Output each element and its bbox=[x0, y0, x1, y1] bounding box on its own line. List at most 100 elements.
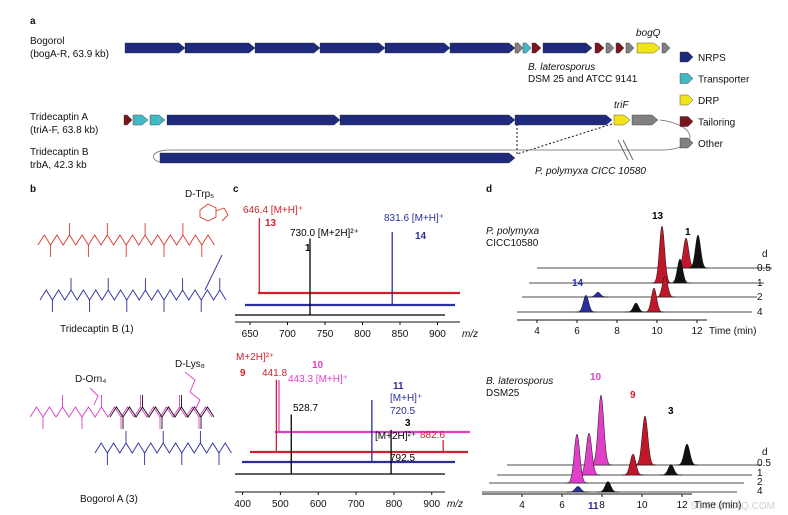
peak-annotation: 882.6 bbox=[420, 430, 445, 441]
organism: P. polymyxa CICC 10580 bbox=[535, 166, 646, 177]
x-axis-label: Time (min) bbox=[694, 500, 741, 511]
structure-bond bbox=[184, 371, 201, 411]
watermark: SCIENCEAQ.COM bbox=[690, 501, 775, 512]
chromatogram-peak bbox=[675, 443, 699, 466]
gene-arrow bbox=[661, 42, 671, 54]
chromatogram-peak bbox=[651, 225, 673, 284]
peak-annotation: [M+H]⁺ bbox=[390, 393, 422, 404]
peak-annotation: 14 bbox=[415, 231, 427, 242]
gene-arrow bbox=[132, 114, 149, 126]
x-tick-label: 8 bbox=[599, 500, 605, 511]
trace-label: 0.5 bbox=[757, 263, 771, 274]
chromatogram-peak bbox=[596, 481, 620, 493]
structure-ring bbox=[199, 203, 229, 222]
gene-arrow bbox=[522, 42, 532, 54]
organism-strain: DSM25 bbox=[486, 388, 520, 399]
cluster-name: Bogorol bbox=[30, 36, 64, 47]
gene-arrow bbox=[631, 114, 659, 126]
cluster-name: Tridecaptin A bbox=[30, 112, 88, 123]
x-tick-label: 800 bbox=[386, 499, 403, 510]
gene-label: triF bbox=[614, 100, 629, 111]
x-tick-label: 12 bbox=[676, 500, 688, 511]
legend-label: Transporter bbox=[698, 75, 750, 86]
chromatogram-peak bbox=[565, 433, 589, 484]
peak-annotation: 441.8 bbox=[262, 368, 287, 379]
x-tick-label: 700 bbox=[279, 329, 296, 340]
peak-annotation: 11 bbox=[393, 381, 404, 392]
compound-name: Bogorol A (3) bbox=[80, 494, 138, 505]
gene-arrow bbox=[149, 114, 166, 126]
legend-label: NRPS bbox=[698, 53, 726, 64]
trace-label: 2 bbox=[757, 292, 763, 303]
break-mark bbox=[622, 139, 634, 161]
gene-arrow bbox=[449, 42, 516, 54]
x-tick-label: 10 bbox=[651, 326, 663, 337]
x-tick-label: 800 bbox=[354, 329, 371, 340]
x-tick-label: 900 bbox=[423, 499, 440, 510]
peak-annotation: 11 bbox=[588, 501, 599, 512]
gene-arrow bbox=[531, 42, 542, 54]
cluster-detail: (bogA-R, 63.9 kb) bbox=[30, 49, 109, 60]
x-tick-label: 700 bbox=[348, 499, 365, 510]
peak-annotation: 730.0 [M+2H]²⁺ bbox=[290, 228, 359, 239]
peak-annotation: 9 bbox=[240, 368, 246, 379]
peak-annotation: 646.4 [M+H]⁺ bbox=[243, 205, 303, 216]
organism-strain: DSM 25 and ATCC 9141 bbox=[528, 74, 638, 85]
peak-annotation: 792.5 bbox=[390, 453, 415, 464]
gene-arrow bbox=[124, 42, 186, 54]
peak-annotation: 9 bbox=[630, 390, 636, 401]
peak-annotation: 14 bbox=[572, 278, 584, 289]
legend-swatch bbox=[679, 73, 694, 84]
x-axis-label: Time (min) bbox=[709, 326, 756, 337]
gene-arrow bbox=[514, 114, 613, 126]
organism: B. laterosporus bbox=[528, 62, 595, 73]
gene-arrow bbox=[514, 42, 524, 54]
gene-arrow bbox=[605, 42, 615, 54]
gene-arrow bbox=[384, 42, 451, 54]
structure-bond bbox=[204, 254, 223, 291]
gene-arrow bbox=[159, 152, 516, 164]
residue-label: D-Trp₅ bbox=[185, 189, 214, 200]
peak-annotation: [M+2H]²⁺ bbox=[375, 431, 416, 442]
legend-label: Tailoring bbox=[698, 118, 735, 129]
chromatogram-peak bbox=[659, 464, 683, 476]
x-tick-label: 12 bbox=[691, 326, 703, 337]
peak-annotation: 3 bbox=[668, 406, 674, 417]
chromatogram-peak bbox=[566, 486, 590, 493]
trace-header: d bbox=[762, 447, 768, 458]
x-axis-label: m/z bbox=[447, 499, 463, 510]
trace-label: 2 bbox=[757, 477, 763, 488]
peak-annotation: 10 bbox=[590, 372, 602, 383]
panel-label: c bbox=[233, 184, 239, 195]
gene-arrow bbox=[166, 114, 341, 126]
x-tick-label: 400 bbox=[234, 499, 251, 510]
legend-label: DRP bbox=[698, 96, 719, 107]
break-mark bbox=[617, 139, 629, 161]
trace-label: 4 bbox=[757, 486, 763, 497]
peak-annotation: 1 bbox=[305, 243, 311, 254]
peak-annotation: 831.6 [M+H]⁺ bbox=[384, 213, 444, 224]
genome-line bbox=[152, 119, 691, 163]
gene-arrow bbox=[319, 42, 386, 54]
chromatogram-peak bbox=[654, 275, 676, 298]
trace-label: 4 bbox=[757, 307, 763, 318]
legend-swatch bbox=[679, 116, 694, 127]
cluster-name: Tridecaptin B bbox=[30, 147, 89, 158]
chromatogram-peak bbox=[575, 294, 597, 313]
x-tick-label: 650 bbox=[242, 329, 259, 340]
panel-label: d bbox=[486, 184, 492, 195]
peak-annotation: 3 bbox=[405, 418, 411, 429]
chromatogram-peak bbox=[633, 415, 657, 466]
panel-label: a bbox=[30, 16, 36, 27]
chromatogram-peak bbox=[621, 453, 645, 476]
chromatogram-peak bbox=[669, 258, 691, 284]
x-tick-label: 6 bbox=[574, 326, 580, 337]
gene-arrow bbox=[254, 42, 321, 54]
peak-annotation: 720.5 bbox=[390, 406, 415, 417]
legend-label: Other bbox=[698, 139, 724, 150]
residue-label: D-Lys₈ bbox=[175, 359, 205, 370]
x-tick-label: 900 bbox=[429, 329, 446, 340]
x-tick-label: 8 bbox=[614, 326, 620, 337]
